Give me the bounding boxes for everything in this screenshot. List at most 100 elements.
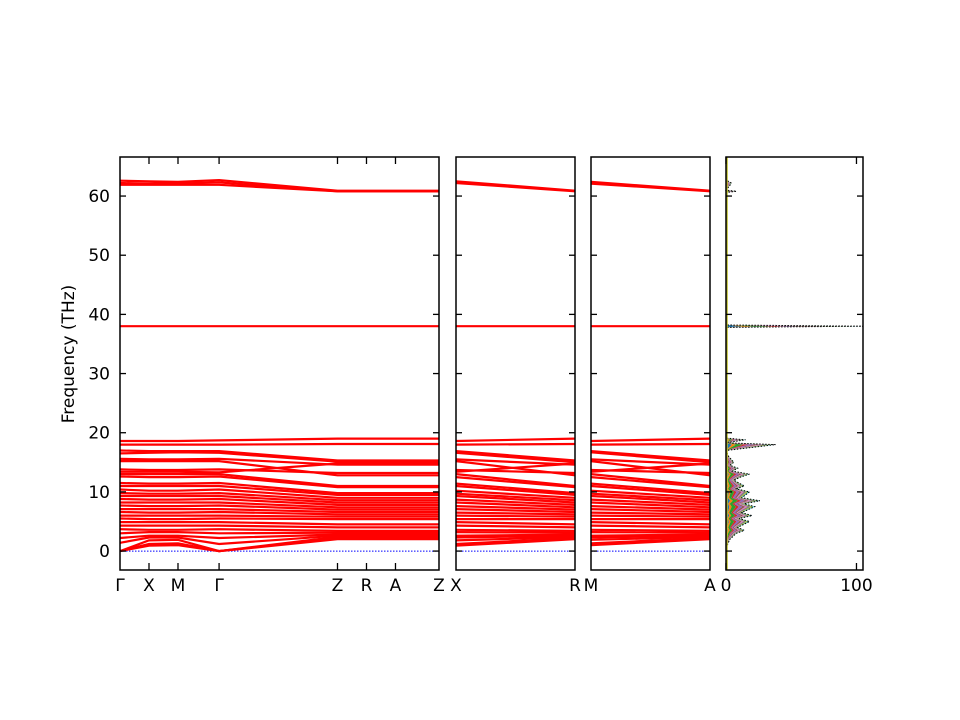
frames-layer <box>119 156 864 571</box>
band-line <box>119 504 439 511</box>
band-line <box>590 528 711 532</box>
band-line <box>119 488 439 499</box>
band-line <box>455 498 576 506</box>
band-line <box>120 508 439 514</box>
band-line <box>590 534 711 539</box>
projected-dos-fill <box>726 178 754 552</box>
y-tick-label: 20 <box>88 424 110 444</box>
k-point-label: R <box>361 576 373 596</box>
band-line <box>119 449 439 462</box>
projected-dos-fill <box>726 178 774 552</box>
band-line <box>590 535 711 541</box>
band-line <box>455 473 576 488</box>
panel-frame <box>119 156 440 571</box>
k-point-label: Z <box>332 576 344 596</box>
band-line <box>590 437 711 443</box>
band-line <box>455 501 576 509</box>
band-line <box>119 481 439 495</box>
bands-layer <box>119 178 711 553</box>
band-line <box>455 521 576 526</box>
band-line <box>455 181 576 193</box>
band-line <box>119 534 439 546</box>
dos-layer <box>725 157 864 570</box>
band-line <box>590 492 711 502</box>
band-line <box>590 451 711 464</box>
projected-dos-fill <box>726 178 863 552</box>
band-line <box>590 533 711 537</box>
band-line <box>455 511 576 516</box>
panel-frame <box>590 156 711 571</box>
k-point-label: X <box>450 576 462 596</box>
band-line <box>119 468 439 475</box>
total-dos-line <box>725 178 864 552</box>
band-line <box>590 442 711 446</box>
band-line <box>590 508 711 514</box>
band-line <box>455 528 576 532</box>
projected-dos-fill <box>726 178 855 552</box>
band-line <box>590 476 711 489</box>
band-line <box>455 508 576 514</box>
band-line <box>120 520 439 526</box>
k-point-label: M <box>171 576 186 596</box>
band-line <box>455 489 576 499</box>
dos-x-tick-label: 100 <box>840 576 872 596</box>
band-line <box>455 534 576 539</box>
band-line <box>455 533 576 537</box>
band-line <box>120 442 439 446</box>
band-line <box>120 473 439 488</box>
band-line <box>120 484 439 496</box>
band-line <box>590 511 711 516</box>
band-line <box>590 450 711 462</box>
band-line <box>119 451 439 463</box>
y-tick-label: 0 <box>99 542 110 562</box>
y-tick-label: 10 <box>88 483 110 503</box>
k-point-label: X <box>143 576 155 596</box>
band-line <box>590 536 711 545</box>
band-line <box>590 462 711 473</box>
band-line <box>119 497 439 506</box>
band-line <box>455 462 576 473</box>
y-tick-label: 60 <box>88 187 110 207</box>
band-line <box>455 442 576 446</box>
band-line <box>455 494 576 504</box>
band-line <box>455 538 576 547</box>
band-line <box>455 484 576 496</box>
band-line <box>455 451 576 464</box>
k-point-label: Γ <box>214 576 224 596</box>
band-line <box>120 501 439 509</box>
band-line <box>120 494 439 504</box>
band-line <box>590 501 711 509</box>
y-tick-label: 30 <box>88 365 110 385</box>
band-line <box>455 505 576 511</box>
k-point-label: A <box>704 576 716 596</box>
band-line <box>590 521 711 526</box>
k-point-label: Γ <box>115 576 125 596</box>
band-line <box>590 530 711 534</box>
k-point-label: R <box>569 576 581 596</box>
band-line <box>455 450 576 462</box>
band-line <box>455 536 576 546</box>
band-line <box>455 437 576 443</box>
band-line <box>590 514 711 518</box>
band-line <box>119 457 439 466</box>
band-line <box>120 514 439 518</box>
panel-frame <box>455 156 576 571</box>
k-point-label: M <box>584 576 599 596</box>
band-line <box>119 491 439 502</box>
dos-x-tick-label: 0 <box>721 576 732 596</box>
band-line <box>455 476 576 489</box>
band-line <box>120 183 439 193</box>
band-line <box>590 484 711 496</box>
band-line <box>120 462 439 474</box>
band-line <box>455 492 576 502</box>
band-line <box>590 494 711 504</box>
band-line <box>590 482 711 495</box>
band-line <box>119 475 439 489</box>
k-point-label: A <box>390 576 402 596</box>
band-line <box>119 530 439 535</box>
band-line <box>590 498 711 506</box>
band-line <box>455 535 576 542</box>
band-line <box>455 482 576 495</box>
